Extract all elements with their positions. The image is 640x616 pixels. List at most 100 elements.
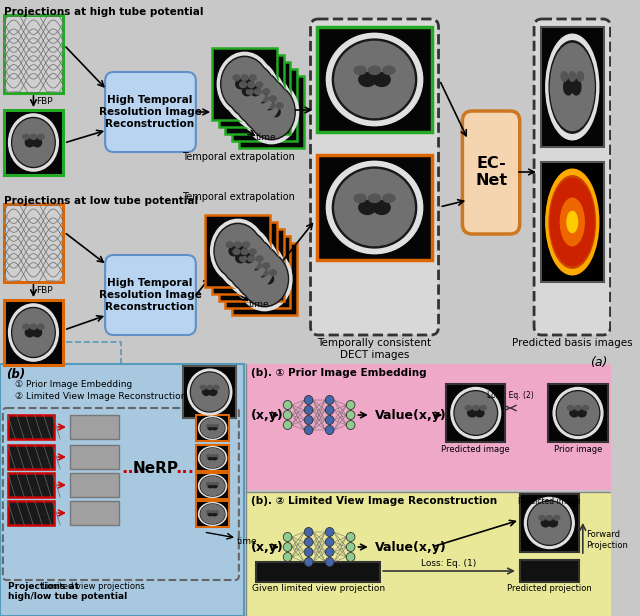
Ellipse shape <box>468 409 476 417</box>
Ellipse shape <box>264 100 273 110</box>
Ellipse shape <box>33 328 42 337</box>
Ellipse shape <box>216 225 260 277</box>
Ellipse shape <box>227 63 275 119</box>
Bar <box>246 492 611 616</box>
Ellipse shape <box>211 483 214 485</box>
Ellipse shape <box>244 79 253 89</box>
Ellipse shape <box>354 66 366 75</box>
Bar <box>541 27 604 147</box>
Ellipse shape <box>13 119 54 166</box>
Ellipse shape <box>557 392 598 434</box>
Ellipse shape <box>201 477 224 495</box>
Ellipse shape <box>373 201 390 214</box>
Ellipse shape <box>221 56 268 111</box>
Bar <box>246 364 611 490</box>
Circle shape <box>346 553 355 562</box>
Circle shape <box>325 538 334 546</box>
Text: Value(x,y): Value(x,y) <box>374 408 446 421</box>
Text: Temporal extrapolation: Temporal extrapolation <box>182 192 295 202</box>
Ellipse shape <box>191 372 229 412</box>
Text: time: time <box>248 300 269 309</box>
Circle shape <box>304 405 313 415</box>
Ellipse shape <box>546 34 599 140</box>
Bar <box>4 110 63 175</box>
Ellipse shape <box>234 245 282 300</box>
Circle shape <box>346 543 355 551</box>
Ellipse shape <box>332 39 417 120</box>
Ellipse shape <box>525 498 574 548</box>
Bar <box>548 384 607 442</box>
Ellipse shape <box>243 260 252 270</box>
Bar <box>4 300 63 365</box>
Ellipse shape <box>261 270 268 275</box>
Ellipse shape <box>529 502 570 544</box>
Ellipse shape <box>227 237 275 293</box>
Ellipse shape <box>30 134 36 139</box>
Ellipse shape <box>249 93 259 103</box>
Ellipse shape <box>263 263 269 269</box>
Text: Prior image: Prior image <box>554 445 602 454</box>
Ellipse shape <box>260 103 267 108</box>
Ellipse shape <box>582 405 589 410</box>
Ellipse shape <box>541 519 550 527</box>
Text: Projections at
high/low tube potential: Projections at high/low tube potential <box>8 582 127 601</box>
Ellipse shape <box>207 424 210 427</box>
Circle shape <box>346 410 355 419</box>
Ellipse shape <box>455 392 496 434</box>
Ellipse shape <box>215 424 218 427</box>
Circle shape <box>304 426 313 434</box>
Bar <box>520 560 579 582</box>
Ellipse shape <box>200 418 225 438</box>
Text: NeRP: NeRP <box>132 461 179 476</box>
Ellipse shape <box>211 455 214 456</box>
Ellipse shape <box>276 103 283 108</box>
Bar <box>520 494 579 552</box>
Circle shape <box>304 527 313 537</box>
Ellipse shape <box>200 504 225 524</box>
Text: ...: ... <box>122 459 140 477</box>
Ellipse shape <box>222 232 267 284</box>
Ellipse shape <box>218 226 272 290</box>
Ellipse shape <box>553 387 603 439</box>
Bar <box>239 76 304 148</box>
Ellipse shape <box>30 324 36 330</box>
Ellipse shape <box>549 41 595 133</box>
Ellipse shape <box>569 71 575 81</box>
Circle shape <box>325 426 334 434</box>
Text: Predicted image: Predicted image <box>518 497 580 506</box>
Ellipse shape <box>208 513 213 516</box>
Ellipse shape <box>228 65 274 117</box>
Text: Forward
Projection: Forward Projection <box>587 530 628 549</box>
Text: (x,y): (x,y) <box>252 408 284 421</box>
Bar <box>212 48 277 120</box>
Bar <box>4 15 63 93</box>
Ellipse shape <box>369 194 381 203</box>
Ellipse shape <box>200 448 225 468</box>
Ellipse shape <box>256 100 266 110</box>
Text: Predicted image: Predicted image <box>442 445 510 454</box>
Ellipse shape <box>222 58 267 110</box>
Bar <box>205 215 270 287</box>
Text: ① Prior Image Embedding: ① Prior Image Embedding <box>15 380 132 389</box>
Text: (a): (a) <box>590 356 607 369</box>
Text: FBP: FBP <box>36 285 53 294</box>
Ellipse shape <box>8 304 58 361</box>
Ellipse shape <box>12 307 55 357</box>
Circle shape <box>304 395 313 405</box>
Ellipse shape <box>242 253 287 305</box>
Bar <box>196 501 229 527</box>
Ellipse shape <box>577 71 584 81</box>
Circle shape <box>284 400 292 410</box>
Ellipse shape <box>570 409 579 417</box>
Ellipse shape <box>269 270 276 275</box>
Ellipse shape <box>198 447 227 469</box>
Ellipse shape <box>241 251 289 307</box>
Ellipse shape <box>215 455 218 456</box>
Ellipse shape <box>248 82 255 87</box>
Text: EC-
Net: EC- Net <box>475 156 507 188</box>
Ellipse shape <box>253 96 260 102</box>
Text: Loss: Eq. (1): Loss: Eq. (1) <box>421 559 477 568</box>
Ellipse shape <box>257 267 267 277</box>
Ellipse shape <box>554 516 560 520</box>
Ellipse shape <box>201 448 224 468</box>
